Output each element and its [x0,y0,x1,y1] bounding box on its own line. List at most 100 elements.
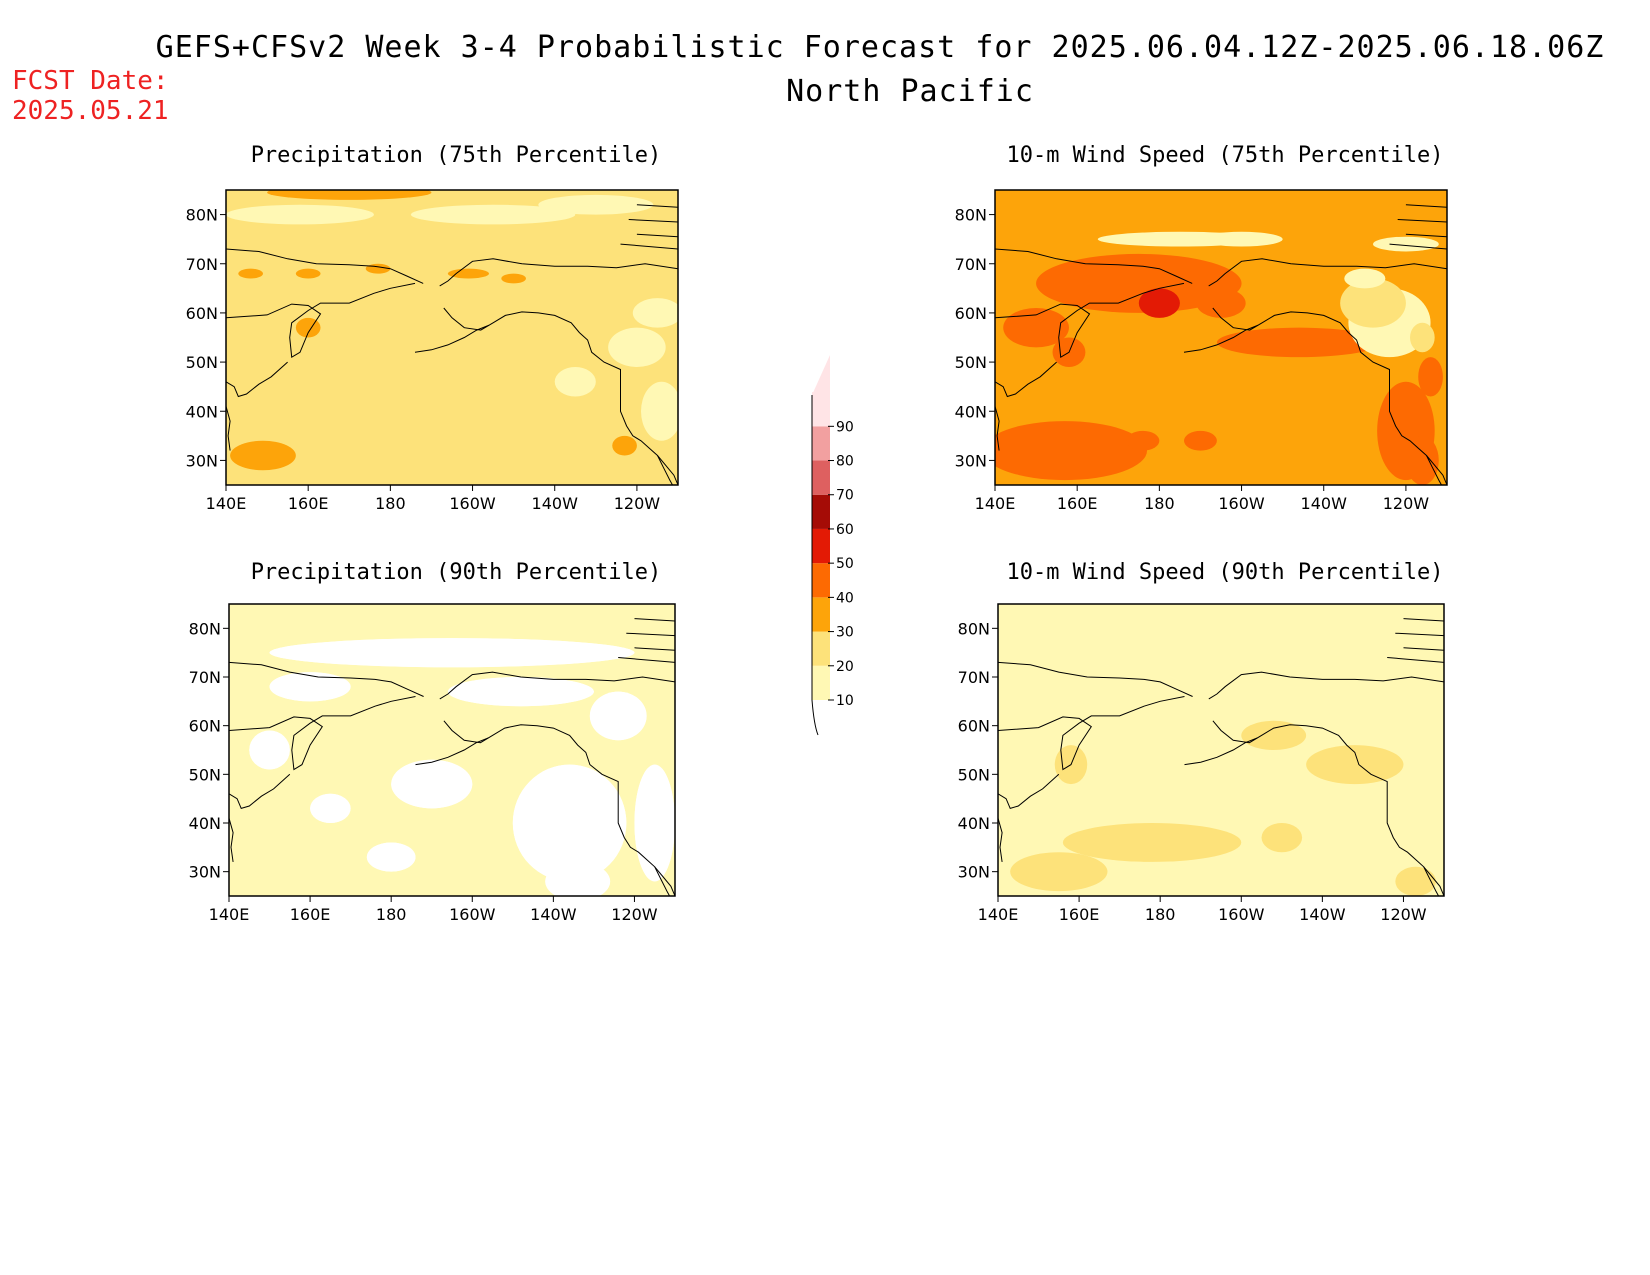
map-panel-1: 140E 160E 180 160W 140W 120W 80N 70N 60N 50N 40N 30… [186,189,679,513]
lat-tick-label: 70N [958,668,990,687]
panel-title-precip-75: Precipitation (75th Percentile) [250,143,662,168]
lat-tick-label: 30N [955,451,987,470]
field-contour [238,268,263,279]
coastline [1183,324,1259,353]
coastline [995,361,1057,398]
coastline [1184,737,1258,766]
colorbar-box [812,563,830,598]
field-contour [1036,253,1242,313]
figure-title: GEFS+CFSv2 Week 3-4 Probabilistic Foreca… [155,30,1605,65]
colorbar-tick-label: 90 [836,419,854,435]
coastline [1387,657,1444,663]
coastline [229,773,291,810]
lat-tick-label: 40N [958,814,990,833]
coastline [618,657,675,663]
coastline [998,696,1185,771]
field-below-threshold [310,793,351,824]
lat-tick-label: 50N [958,765,990,784]
lat-tick-label: 60N [958,717,990,736]
lat-tick-label: 50N [189,765,221,784]
lat-tick-label: 30N [189,863,221,882]
field-contour [230,440,296,471]
lon-tick-label: 160E [1059,905,1100,924]
field-contour [1405,435,1439,485]
field-contour [632,298,678,328]
field-below-threshold [589,691,647,741]
field-contour [501,273,526,284]
field-contour [447,268,489,279]
map-frame [225,189,679,486]
lon-tick-label: 120W [614,494,661,513]
lat-tick-label: 80N [186,206,218,225]
colorbar-bottom-arrow [811,699,819,736]
field-contour [1184,430,1217,451]
coastline [634,647,675,651]
colorbar-top-arrow [812,355,830,395]
lon-tick-label: 180 [375,494,406,513]
lat-tick-label: 60N [186,304,218,323]
coastline [995,406,1000,451]
field-contour [538,194,654,215]
field-below-threshold [269,672,351,702]
coastline [636,233,678,238]
field-contour [1306,745,1404,785]
field-contour [1410,322,1435,353]
coastline [654,866,671,896]
lat-tick-label: 50N [955,353,987,372]
lat-tick-label: 60N [189,717,221,736]
field-contour [267,190,432,200]
lat-tick-label: 70N [186,255,218,274]
field-contour [612,435,637,456]
colorbar-box [812,597,830,632]
field-contour [1395,866,1436,896]
field-contour [1126,430,1160,451]
field-contour [1200,231,1283,247]
coastline [1208,258,1447,287]
figure-subtitle: North Pacific [786,74,1034,109]
lon-tick-label: 140W [1301,494,1348,513]
field-contour [1418,357,1443,397]
lon-tick-label: 120W [611,905,658,924]
coastline [998,817,1003,862]
field-contour [1344,268,1386,289]
lon-tick-label: 120W [1383,494,1430,513]
coastline [998,661,1193,697]
lon-tick-label: 160W [449,905,496,924]
field-below-threshold [366,842,416,872]
coastline [1405,204,1447,208]
field-contour [995,421,1148,481]
lat-tick-label: 80N [958,619,990,638]
colorbar-tick-label: 40 [836,590,854,606]
coastline [1395,632,1444,637]
coastlines [998,618,1444,896]
coastline [636,204,678,208]
lon-tick-label: 140E [975,494,1016,513]
colorbar-tick-label: 80 [836,454,854,470]
coastline [998,773,1060,810]
map-panel-3: 140E 160E 180 160W 140W 120W 80N 70N 60N 50N 40N 30… [189,603,676,924]
colorbar-box [812,665,830,700]
field-contour [641,381,678,441]
forecast-field [995,190,1447,485]
coastline [1426,455,1443,485]
fcst-date-value: 2025.05.21 [12,96,169,126]
lon-tick-label: 160W [449,494,496,513]
field-contour [226,204,374,225]
colorbar-box [812,494,830,529]
colorbar-tick-label: 70 [836,488,854,504]
coastline [415,737,489,766]
colorbar-tick-label: 30 [836,625,854,641]
lon-tick-label: 160W [1218,905,1265,924]
forecast-field [226,190,678,485]
field-below-threshold [634,764,675,882]
coastline [229,696,416,771]
fcst-date-label: FCST Date: [12,66,169,96]
field-contour [410,204,576,225]
field-contour [1216,327,1382,358]
coastline [995,282,1185,359]
coastline [1397,219,1447,223]
coastline [1389,243,1447,250]
lat-tick-label: 40N [189,814,221,833]
forecast-field [998,604,1444,896]
coastline [443,720,675,896]
